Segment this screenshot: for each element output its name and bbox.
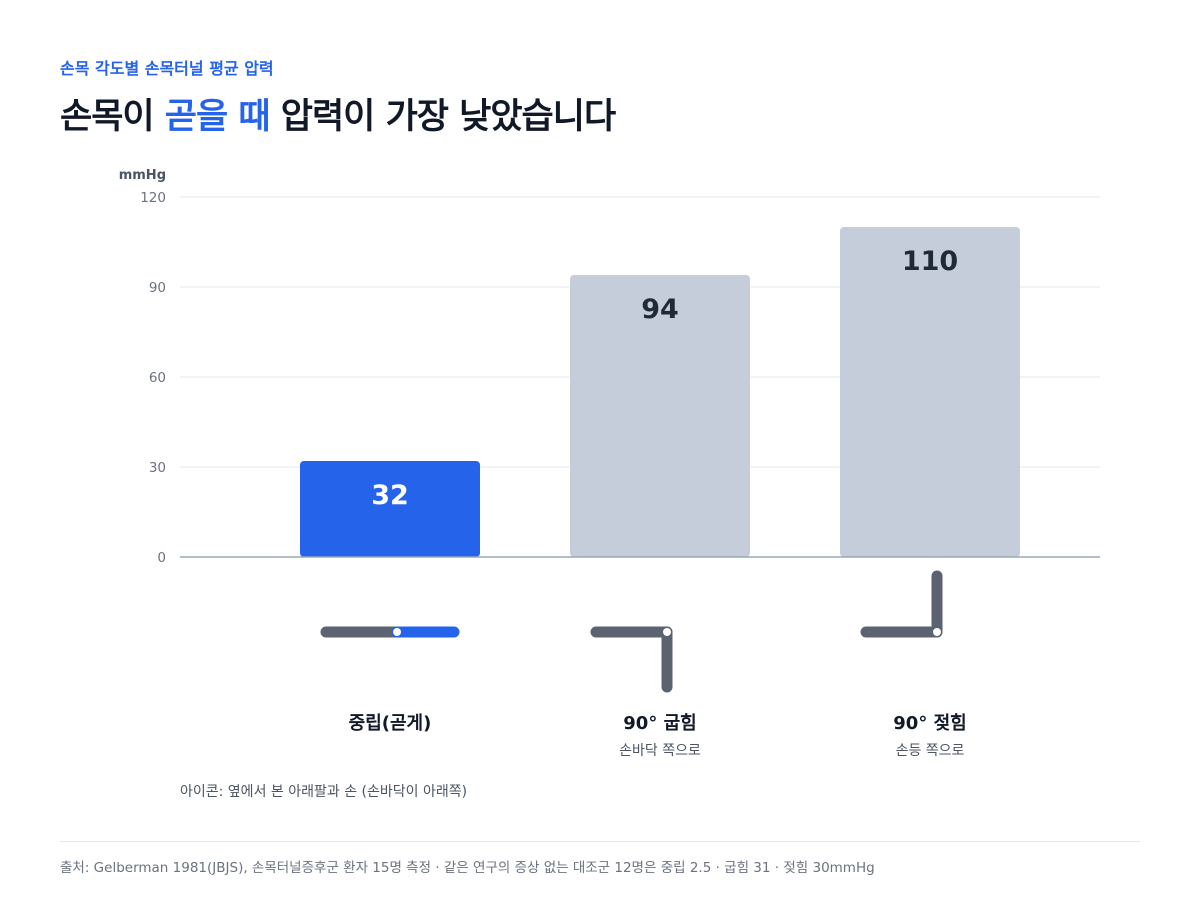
- headline-suffix: 압력이 가장 낮았습니다: [269, 97, 616, 137]
- bar-2: [570, 275, 750, 557]
- x-category-label: 중립(곧게): [349, 713, 432, 734]
- icon-legend-note: 아이콘: 옆에서 본 아래팔과 손 (손바닥이 아래쪽): [180, 784, 468, 800]
- y-tick-label: 60: [149, 370, 166, 386]
- bar-value-label: 110: [902, 246, 958, 277]
- y-tick-label: 120: [140, 190, 166, 206]
- page-headline: 손목이 곧을 때 압력이 가장 낮았습니다: [60, 88, 616, 139]
- x-category-label: 90° 굽힘: [623, 713, 696, 734]
- y-tick-label: 0: [157, 550, 166, 566]
- bar-1: [300, 461, 480, 557]
- wrist-joint-dot: [933, 628, 941, 636]
- wrist-joint-dot: [393, 628, 401, 636]
- x-category-label: 90° 젖힘: [893, 713, 966, 734]
- footer-divider: [60, 841, 1140, 842]
- y-axis-unit-label: mmHg: [119, 168, 166, 183]
- bar-value-label: 94: [641, 294, 679, 325]
- bar-3: [840, 227, 1020, 557]
- source-note: 출처: Gelberman 1981(JBJS), 손목터널증후군 환자 15명…: [60, 860, 875, 876]
- headline-prefix: 손목이: [60, 97, 165, 137]
- wrist-joint-dot: [663, 628, 671, 636]
- bar-value-label: 32: [371, 480, 409, 511]
- y-tick-label: 90: [149, 280, 166, 296]
- x-category-sublabel: 손등 쪽으로: [896, 743, 965, 759]
- chart-eyebrow-title: 손목 각도별 손목터널 평균 압력: [60, 59, 274, 78]
- y-tick-label: 30: [149, 460, 166, 476]
- headline-highlight: 곧을 때: [164, 97, 271, 137]
- x-category-sublabel: 손바닥 쪽으로: [619, 743, 701, 759]
